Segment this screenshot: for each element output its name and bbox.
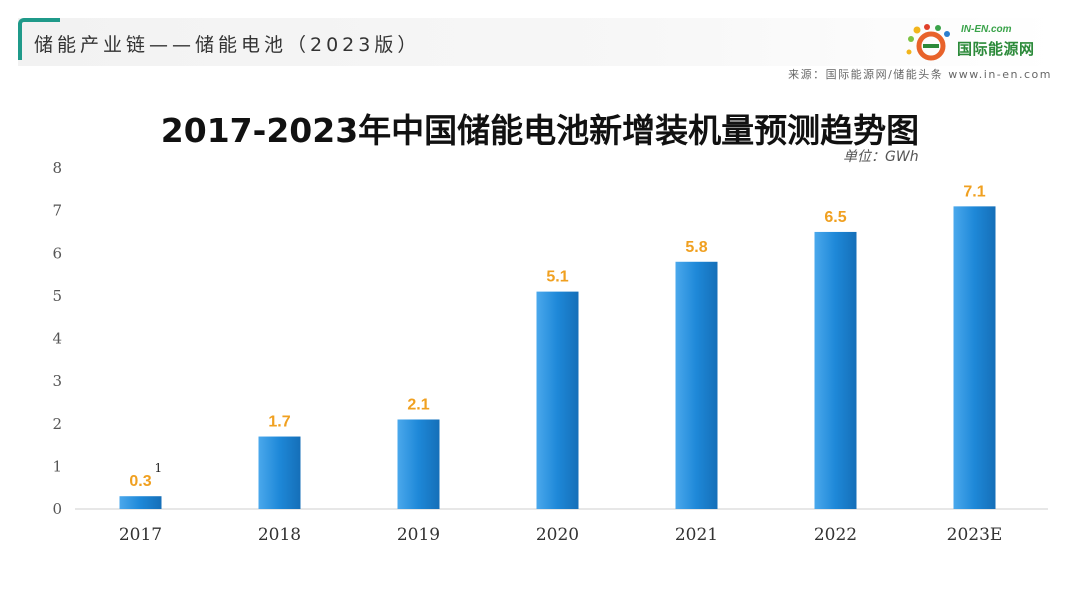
bar-value-label: 5.8 [685,239,707,256]
x-tick-label: 2019 [397,525,440,545]
x-tick-label: 2021 [675,525,718,545]
x-tick-label: 2017 [119,525,162,545]
x-tick-label: 2022 [814,525,857,545]
y-tick-label: 8 [52,159,62,177]
header-accent [18,18,60,60]
unit-label: 单位：GWh [843,149,919,165]
bar-value-label: 0.3 [129,473,151,490]
x-tick-label: 2023E [947,525,1003,545]
bar [397,419,440,509]
logo: IN-EN.com 国际能源网 [905,22,1055,68]
y-tick-label: 0 [52,500,62,518]
bar-value-label: 5.1 [546,269,568,286]
bar-value-label: 7.1 [963,183,985,200]
y-tick-label: 1 [52,457,62,475]
bar [119,496,162,509]
x-tick-label: 2018 [258,525,301,545]
y-tick-label: 5 [52,287,62,305]
y-tick-label: 4 [52,330,62,348]
x-tick-label: 2020 [536,525,579,545]
page-title: 储能产业链——储能电池（2023版） [34,34,421,56]
bar [953,206,996,510]
bar-value-label: 2.1 [407,396,429,413]
chart-title: 2017-2023年中国储能电池新增装机量预测趋势图 [160,111,920,150]
source-note: 来源：国际能源网/储能头条 www.in-en.com [788,68,1052,81]
bar [675,261,718,509]
bar [814,231,857,509]
bar-value-label: 6.5 [824,209,846,226]
bar [258,436,301,509]
y-tick-label: 2 [52,415,62,433]
header-bar [18,18,1058,66]
logo-name: 国际能源网 [957,40,1035,58]
annotation-label: 1 [155,461,163,475]
logo-domain: IN-EN.com [961,24,1012,35]
logo-emblem-icon [906,24,950,61]
bar-value-label: 1.7 [268,414,290,431]
y-tick-label: 7 [52,202,62,220]
y-tick-label: 3 [52,372,62,390]
y-tick-label: 6 [52,244,62,262]
bar [536,291,579,509]
